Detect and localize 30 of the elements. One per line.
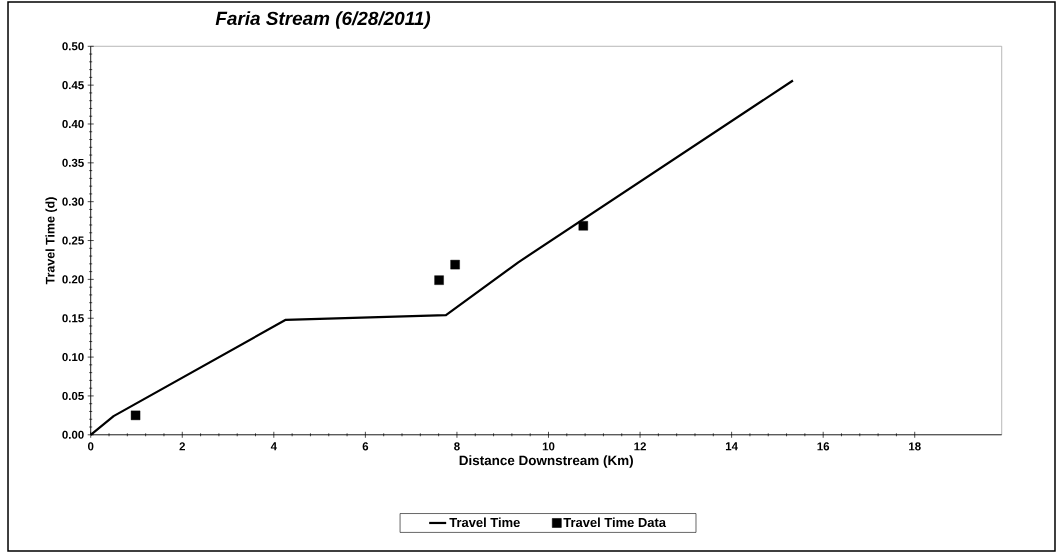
y-tick-label: 0.15 bbox=[62, 314, 84, 323]
chart-title: Faria Stream (6/28/2011) bbox=[215, 11, 431, 29]
y-tick-label: 0.20 bbox=[62, 275, 84, 284]
point bbox=[578, 221, 588, 231]
y-tick-label: 0.45 bbox=[62, 81, 84, 90]
x-tick-label: 16 bbox=[817, 442, 830, 451]
x-tick-label: 14 bbox=[725, 442, 738, 451]
y-axis-title: Travel Time (d) bbox=[45, 197, 58, 285]
legend-label: Travel Time Data bbox=[563, 517, 667, 528]
x-tick-label: 18 bbox=[909, 442, 921, 451]
y-tick-label: 0.00 bbox=[62, 430, 84, 439]
y-tick-label: 0.25 bbox=[62, 236, 84, 245]
y-tick-label: 0.10 bbox=[62, 353, 84, 362]
x-tick-label: 12 bbox=[634, 442, 646, 451]
x-tick-label: 10 bbox=[542, 442, 555, 451]
point bbox=[450, 259, 460, 270]
point bbox=[130, 410, 141, 421]
x-tick-label: 4 bbox=[270, 442, 277, 451]
x-tick-label: 0 bbox=[87, 442, 94, 451]
y-tick-label: 0.05 bbox=[62, 391, 84, 400]
point bbox=[434, 275, 444, 285]
x-axis-title: Distance Downstream (Km) bbox=[459, 455, 633, 468]
y-tick-label: 0.40 bbox=[62, 119, 84, 129]
x-tick-label: 2 bbox=[179, 442, 185, 451]
x-tick-label: 6 bbox=[362, 442, 369, 451]
y-tick-label: 0.35 bbox=[62, 158, 84, 167]
y-tick-label: 0.30 bbox=[62, 197, 84, 206]
legend-label: Travel Time bbox=[449, 517, 520, 528]
x-tick-label: 8 bbox=[454, 442, 460, 451]
y-tick-label: 0.50 bbox=[62, 42, 84, 51]
